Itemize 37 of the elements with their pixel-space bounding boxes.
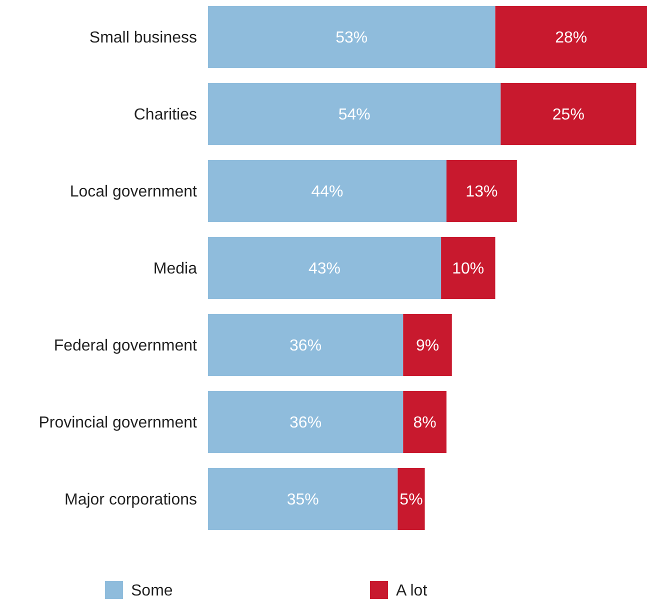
data-label: 25% [552, 106, 584, 124]
y-tick-label: Media [153, 260, 198, 278]
y-tick-label: Charities [134, 106, 197, 124]
bar [441, 237, 496, 299]
legend-label: A lot [396, 582, 428, 600]
bar [403, 391, 446, 453]
data-label: 43% [308, 260, 341, 278]
data-label: 13% [466, 184, 498, 201]
y-tick-label: Provincial government [38, 414, 198, 432]
data-label: 8% [413, 414, 436, 432]
y-tick-label: Federal government [54, 338, 198, 355]
bar [208, 83, 501, 145]
bar [495, 6, 647, 68]
bar [208, 314, 404, 376]
data-label: 36% [290, 414, 322, 432]
data-label: 53% [336, 30, 368, 47]
bar [446, 160, 517, 222]
data-label: 28% [555, 30, 588, 47]
bar [403, 314, 452, 376]
data-label: 5% [400, 492, 423, 509]
data-label: 10% [452, 260, 484, 278]
bar [208, 237, 442, 299]
bar [208, 468, 398, 530]
bar [208, 391, 404, 453]
y-tick-label: Local government [70, 184, 198, 201]
data-label: 54% [338, 106, 370, 124]
data-label: 9% [416, 338, 440, 355]
data-label: 44% [311, 184, 344, 201]
y-tick-label: Small business [89, 30, 197, 47]
data-label: 36% [290, 338, 322, 355]
legend-label: Some [131, 582, 173, 600]
bar [208, 6, 496, 68]
bar [500, 83, 636, 145]
data-label: 35% [286, 492, 319, 509]
bar [208, 160, 446, 222]
bar [398, 468, 425, 530]
y-tick-label: Major corporations [64, 492, 197, 509]
